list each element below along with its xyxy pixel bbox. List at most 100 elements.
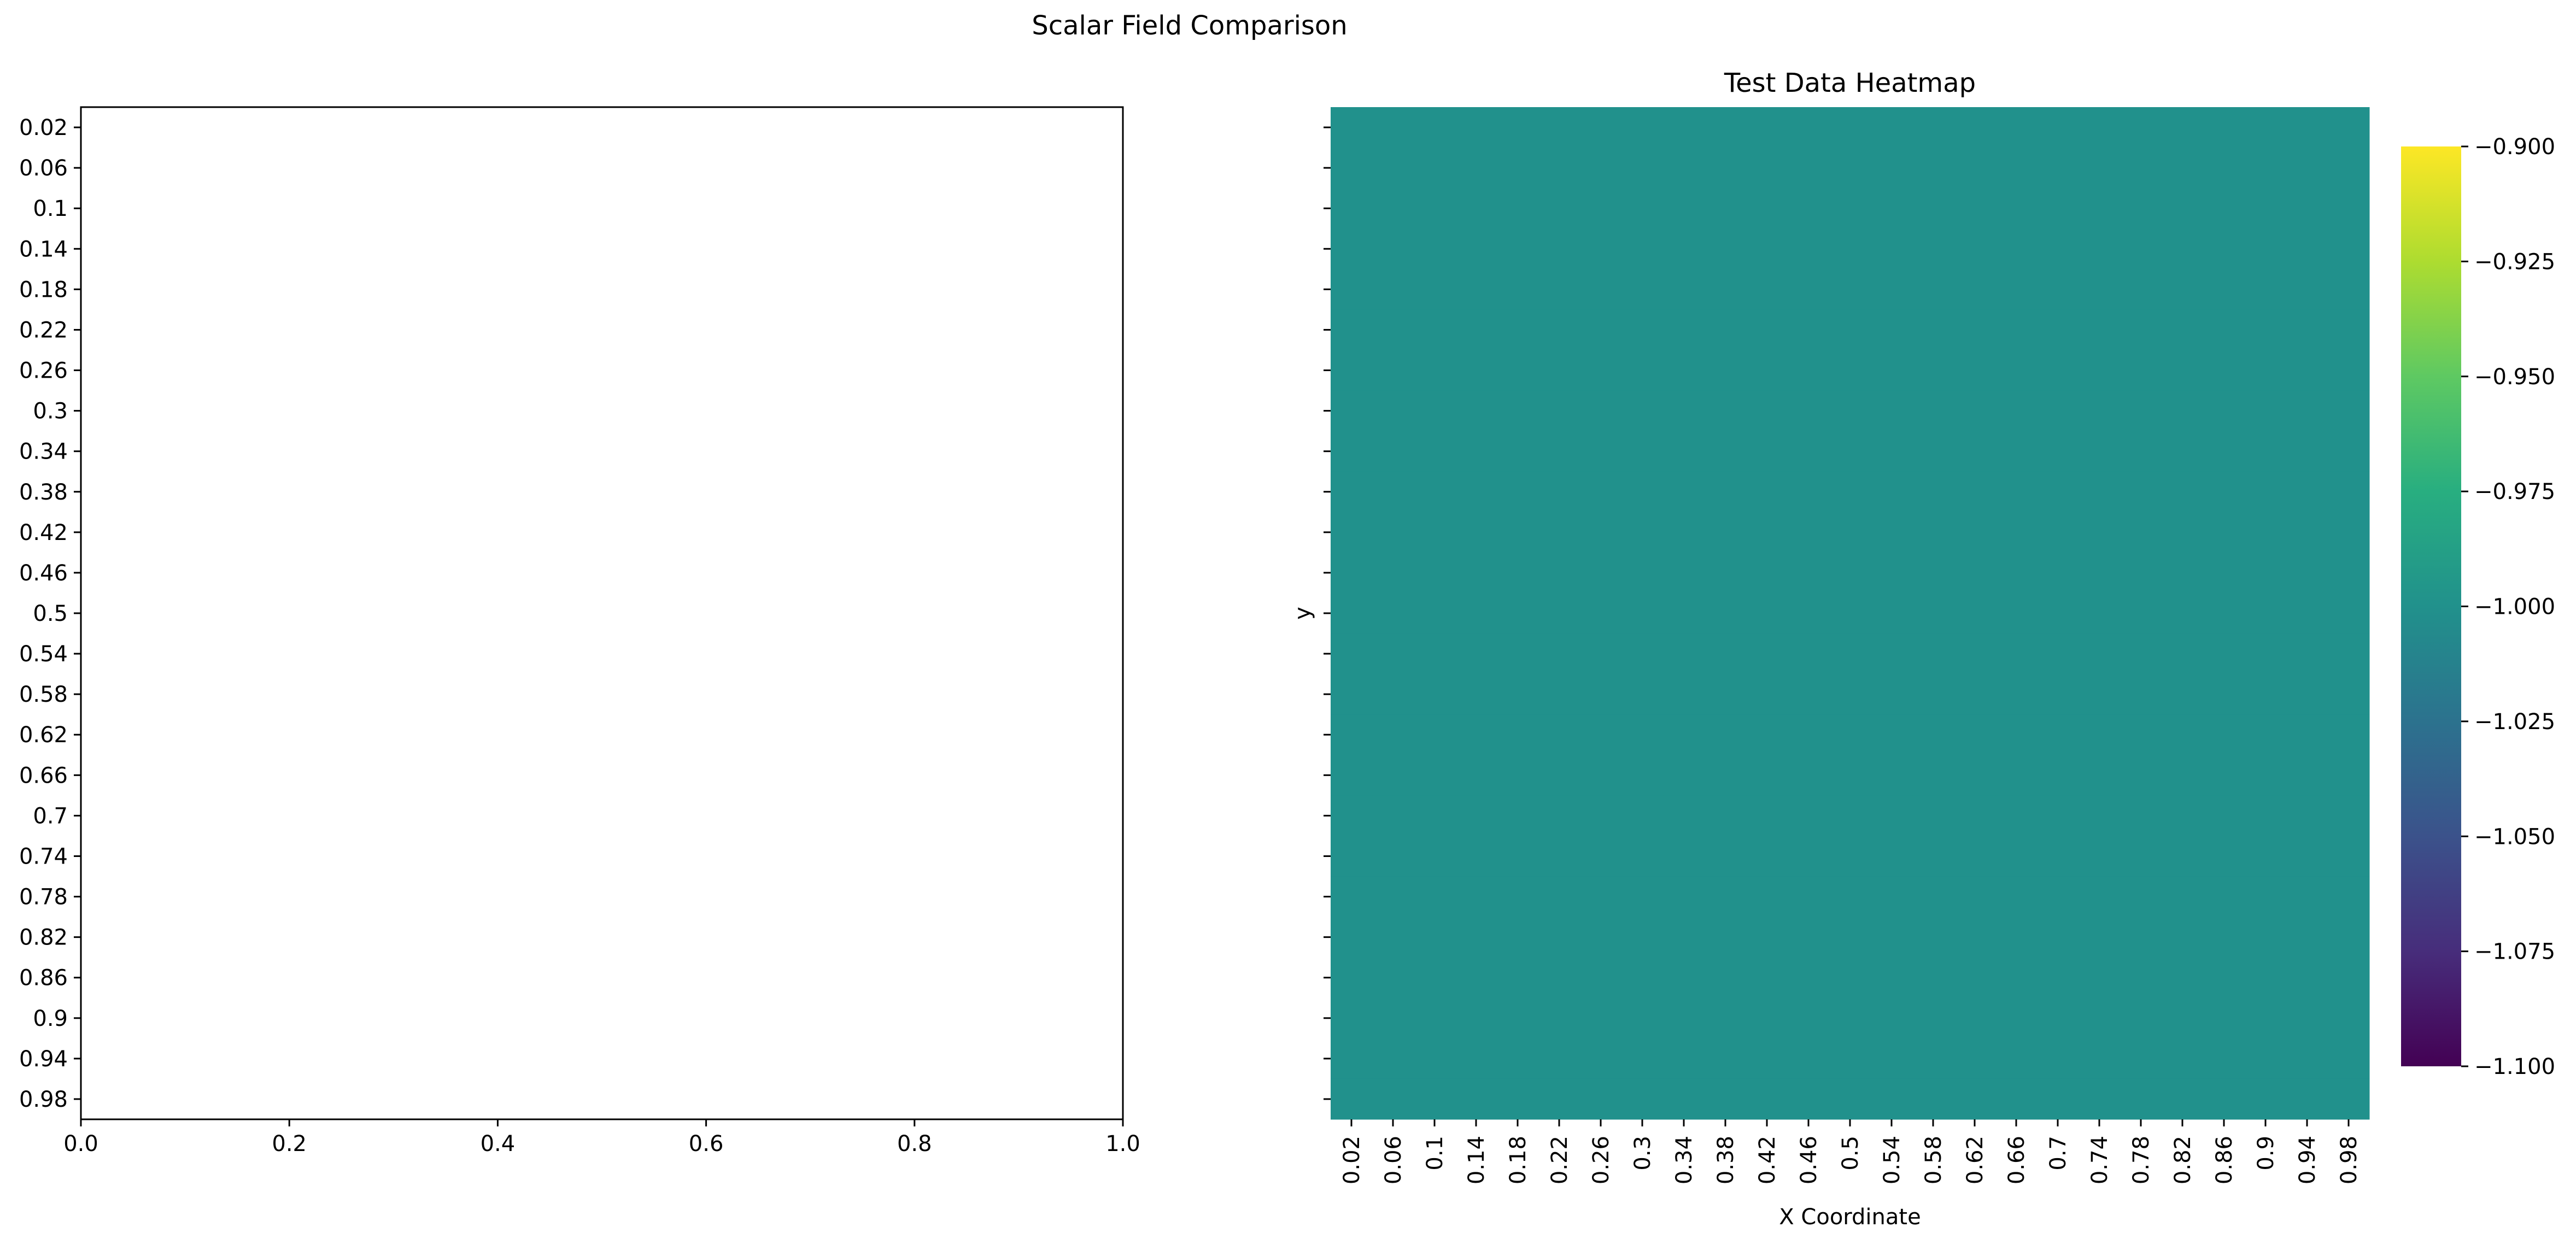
- heatmap-cell: [2245, 350, 2287, 391]
- heatmap-cell: [1372, 714, 1414, 755]
- left-y-tick-label: 0.58: [19, 682, 68, 707]
- heatmap-cell: [2203, 997, 2245, 1039]
- heatmap-cell: [1705, 714, 1747, 755]
- heatmap-cell: [1788, 917, 1830, 958]
- right-axes: Test Data Heatmap 0.02 0.06 0.1 0.14 0.18 0.2…: [1290, 68, 2555, 1230]
- heatmap-cell: [1912, 592, 1954, 634]
- heatmap-cell: [1414, 552, 1456, 594]
- heatmap-cell: [1954, 836, 1996, 877]
- left-y-tick-label: 0.5: [33, 601, 68, 626]
- heatmap-cell: [2245, 795, 2287, 836]
- heatmap-cell: [1538, 431, 1580, 472]
- heatmap-cell: [2162, 471, 2204, 513]
- heatmap-cell: [1871, 431, 1913, 472]
- heatmap-cell: [2037, 836, 2079, 877]
- heatmap-cell: [1580, 350, 1622, 391]
- heatmap-cell: [1746, 269, 1788, 310]
- heatmap-cell: [1621, 309, 1664, 350]
- heatmap-cell: [1788, 228, 1830, 269]
- heatmap-cell: [2037, 876, 2079, 918]
- heatmap-cell: [1414, 836, 1456, 877]
- heatmap-cell: [2079, 350, 2121, 391]
- heatmap-cell: [1663, 228, 1705, 269]
- heatmap-cell: [1538, 188, 1580, 229]
- heatmap-cell: [2245, 1078, 2287, 1120]
- heatmap-cell: [2162, 795, 2204, 836]
- heatmap-cell: [2328, 350, 2370, 391]
- heatmap-cell: [2037, 957, 2079, 999]
- heatmap-cell: [1621, 512, 1664, 553]
- heatmap-cell: [2286, 755, 2328, 796]
- heatmap-cell: [1372, 228, 1414, 269]
- heatmap-cell: [1414, 917, 1456, 958]
- heatmap-cell: [2286, 633, 2328, 674]
- heatmap-cell: [2203, 1078, 2245, 1120]
- heatmap-cell: [1663, 1078, 1705, 1120]
- heatmap-cell: [1663, 390, 1705, 432]
- heatmap-cell: [2203, 431, 2245, 472]
- heatmap-cell: [2162, 350, 2204, 391]
- heatmap-cell: [1497, 1078, 1539, 1120]
- heatmap-cell: [1331, 552, 1373, 594]
- heatmap-cell: [2162, 188, 2204, 229]
- left-y-tick-label: 0.54: [19, 642, 68, 667]
- left-plot-area: [80, 106, 1124, 1120]
- heatmap-cell: [1871, 512, 1913, 553]
- heatmap-cell: [1912, 755, 1954, 796]
- heatmap-cell: [1372, 1038, 1414, 1079]
- heatmap-cell: [1621, 755, 1664, 796]
- heatmap-cell: [1954, 957, 1996, 999]
- heatmap-cell: [1414, 269, 1456, 310]
- heatmap-cell: [1497, 674, 1539, 715]
- heatmap-cell: [1414, 755, 1456, 796]
- heatmap-cell: [1829, 957, 1871, 999]
- left-y-tick-label: 0.42: [19, 520, 68, 545]
- heatmap-cell: [2037, 795, 2079, 836]
- heatmap-cell: [2120, 148, 2162, 189]
- heatmap-cell: [1871, 674, 1913, 715]
- heatmap-cell: [1746, 107, 1788, 148]
- heatmap-cell: [1497, 188, 1539, 229]
- left-y-tick-label: 0.06: [19, 156, 68, 181]
- heatmap-cell: [1580, 148, 1622, 189]
- heatmap-x-tick-label: 0.42: [1755, 1136, 1780, 1184]
- heatmap-x-tick-label: 0.3: [1630, 1136, 1655, 1171]
- heatmap-cell: [1497, 592, 1539, 634]
- figure-title: Scalar Field Comparison: [1032, 10, 1347, 41]
- heatmap-cell: [1455, 917, 1497, 958]
- heatmap-cell: [1538, 1078, 1580, 1120]
- heatmap-cell: [1705, 997, 1747, 1039]
- heatmap-x-tick-label: 0.26: [1589, 1136, 1614, 1184]
- heatmap-cell: [2203, 188, 2245, 229]
- heatmap-cell: [1497, 917, 1539, 958]
- heatmap-cell: [1788, 836, 1830, 877]
- heatmap-cell: [1912, 876, 1954, 918]
- heatmap-cell: [1414, 795, 1456, 836]
- heatmap-cell: [1455, 228, 1497, 269]
- heatmap-cell: [1912, 228, 1954, 269]
- heatmap-cell: [2079, 755, 2121, 796]
- heatmap-cell: [1788, 957, 1830, 999]
- heatmap-cell: [2286, 714, 2328, 755]
- heatmap-cell: [1580, 755, 1622, 796]
- heatmap-cell: [2245, 228, 2287, 269]
- heatmap-cell: [1788, 309, 1830, 350]
- heatmap-cell: [2162, 390, 2204, 432]
- heatmap-cell: [2120, 836, 2162, 877]
- heatmap-cell: [1372, 552, 1414, 594]
- heatmap-cell: [1829, 714, 1871, 755]
- colorbar-tick-label: −1.100: [2474, 1054, 2555, 1079]
- heatmap-cell: [1580, 390, 1622, 432]
- heatmap-cell: [1912, 188, 1954, 229]
- heatmap-cell: [1705, 431, 1747, 472]
- heatmap-cell: [2286, 674, 2328, 715]
- heatmap-cell: [2203, 1038, 2245, 1079]
- heatmap-x-tick-label: 0.78: [2129, 1136, 2154, 1184]
- heatmap-cell: [1912, 512, 1954, 553]
- heatmap-cell: [1871, 714, 1913, 755]
- heatmap-cell: [2245, 309, 2287, 350]
- left-y-tick-label: 0.66: [19, 763, 68, 788]
- heatmap-cell: [1621, 350, 1664, 391]
- heatmap-cell: [1663, 471, 1705, 513]
